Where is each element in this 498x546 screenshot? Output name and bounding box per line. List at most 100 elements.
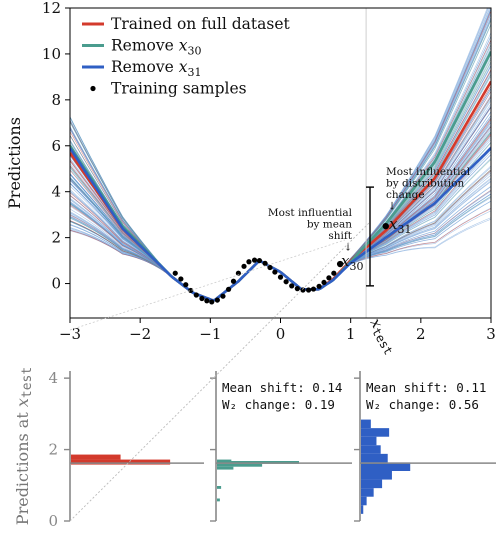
x-tick-label: −3 bbox=[59, 325, 81, 343]
training-sample-point bbox=[331, 270, 337, 276]
histogram-bar bbox=[361, 436, 377, 446]
legend-label: Training samples bbox=[111, 80, 247, 98]
x-tick-label: −1 bbox=[199, 325, 221, 343]
training-sample-point bbox=[178, 276, 184, 282]
annotation-line: shift bbox=[328, 230, 352, 242]
training-sample-point bbox=[204, 298, 210, 304]
ensemble-line bbox=[70, 88, 491, 302]
annotation-line: change bbox=[386, 189, 425, 201]
training-sample-point bbox=[326, 275, 332, 281]
y-tick-label: 2 bbox=[48, 441, 58, 459]
y-tick-label: 4 bbox=[48, 369, 58, 387]
histogram-bar bbox=[217, 459, 232, 461]
top-ylabel: Predictions bbox=[5, 117, 24, 209]
training-sample-point bbox=[283, 279, 289, 285]
connector-line bbox=[69, 221, 371, 522]
connector-line bbox=[69, 239, 346, 331]
histogram-bar bbox=[361, 496, 367, 506]
y-tick-label: 2 bbox=[51, 229, 61, 247]
legend-label: Remove x31 bbox=[111, 58, 201, 79]
training-sample-point bbox=[294, 286, 300, 292]
training-sample-point bbox=[316, 283, 322, 289]
series-line-full bbox=[70, 80, 491, 302]
histogram-bar bbox=[361, 479, 383, 489]
x-tick-label: 1 bbox=[346, 325, 356, 343]
histogram-bar bbox=[71, 454, 121, 460]
histogram-bar bbox=[71, 459, 171, 465]
training-sample-point bbox=[214, 297, 220, 303]
histogram-bar bbox=[217, 463, 263, 467]
histogram-panel-full: 0 2 4 bbox=[48, 369, 204, 530]
series-line-remove_x31 bbox=[70, 147, 491, 302]
training-sample-point bbox=[172, 270, 178, 276]
histogram-bar bbox=[361, 462, 411, 471]
training-sample-point bbox=[300, 287, 306, 293]
training-sample-point bbox=[235, 270, 241, 276]
ensemble-line bbox=[70, 98, 491, 302]
annotation-line: Most influential bbox=[386, 166, 471, 178]
histogram-stat: Mean shift: 0.11 bbox=[366, 380, 486, 395]
histogram-bar bbox=[361, 488, 374, 497]
training-sample-point bbox=[209, 299, 215, 305]
legend-label: Remove x30 bbox=[111, 37, 201, 58]
training-sample-point bbox=[305, 287, 312, 293]
histogram-stat: W₂ change: 0.56 bbox=[366, 397, 479, 412]
highlight-point-30 bbox=[336, 260, 344, 268]
annotation-line: by distribution bbox=[386, 178, 464, 190]
training-sample-point bbox=[321, 279, 327, 286]
x-tick-label: 2 bbox=[416, 325, 426, 343]
ensemble-line bbox=[70, 91, 491, 302]
ensemble-line bbox=[70, 96, 491, 302]
ensemble-line bbox=[70, 94, 491, 302]
y-tick-label: 0 bbox=[48, 512, 58, 530]
training-sample-point bbox=[220, 293, 226, 299]
y-tick-label: 6 bbox=[51, 137, 61, 155]
x-tick-label: 0 bbox=[276, 325, 286, 343]
training-sample-point bbox=[277, 274, 284, 280]
x-tick-label: −2 bbox=[129, 325, 151, 343]
training-sample-point bbox=[230, 278, 237, 284]
histogram-bar bbox=[361, 505, 364, 514]
histogram-stat: Mean shift: 0.14 bbox=[222, 380, 342, 395]
training-sample-point bbox=[241, 263, 247, 269]
histogram-panel-remove_x31: Mean shift: 0.11 W₂ change: 0.56 bbox=[354, 371, 496, 522]
legend-swatch-dot bbox=[90, 85, 96, 92]
training-sample-point bbox=[199, 295, 205, 302]
x-test-label: xtest bbox=[365, 315, 401, 357]
legend: Trained on full dataset Remove x30Remove … bbox=[82, 15, 291, 98]
annotation-line: ↓ bbox=[344, 242, 353, 254]
training-sample-point bbox=[183, 282, 189, 288]
training-sample-point bbox=[262, 260, 268, 266]
x-tick-label: 3 bbox=[486, 325, 496, 343]
histogram-panel-remove_x30: Mean shift: 0.14 W₂ change: 0.19 bbox=[210, 371, 352, 522]
histogram-bar bbox=[361, 419, 371, 429]
annotation-line: ↓ bbox=[388, 201, 397, 213]
bottom-ylabel: Predictions at xtest bbox=[13, 367, 35, 525]
ensemble-line bbox=[70, 88, 491, 302]
x31-label: x31 bbox=[389, 215, 411, 236]
legend-label: Trained on full dataset bbox=[111, 15, 291, 33]
training-sample-point bbox=[256, 257, 263, 264]
training-sample-point bbox=[272, 269, 278, 275]
annotation-line: by mean bbox=[307, 219, 352, 231]
training-sample-point bbox=[225, 286, 232, 292]
training-sample-point bbox=[267, 264, 273, 271]
ensemble-line bbox=[70, 88, 491, 302]
training-sample-point bbox=[310, 286, 317, 292]
x30-label: x30 bbox=[341, 252, 363, 273]
training-sample-point bbox=[289, 283, 295, 289]
histogram-stat: W₂ change: 0.19 bbox=[222, 397, 335, 412]
y-tick-label: 10 bbox=[42, 45, 61, 63]
training-sample-point bbox=[246, 259, 252, 265]
y-tick-label: 0 bbox=[51, 275, 61, 293]
y-tick-label: 4 bbox=[51, 183, 61, 201]
histogram-bar bbox=[361, 471, 392, 480]
training-sample-point bbox=[193, 292, 199, 298]
histogram-bar bbox=[361, 445, 381, 454]
training-sample-point bbox=[188, 287, 194, 294]
histogram-bar bbox=[217, 466, 234, 470]
